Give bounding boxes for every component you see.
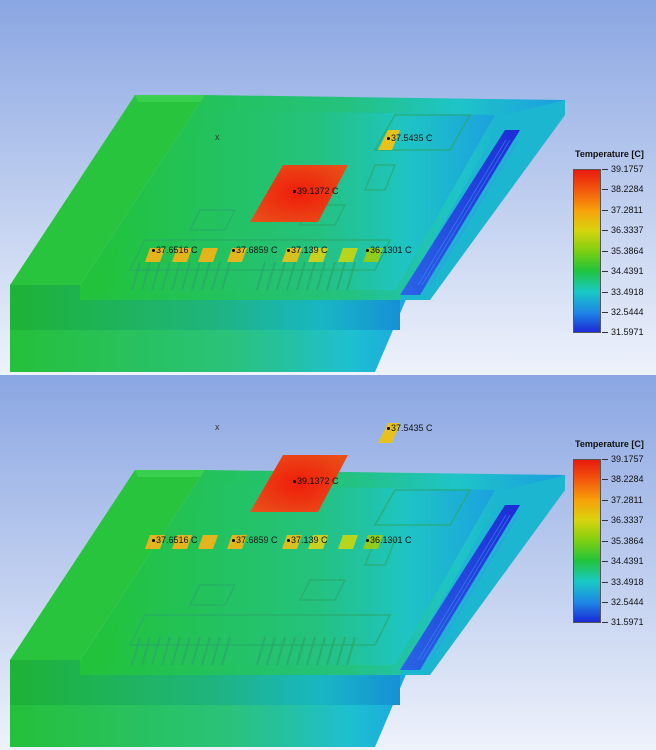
probe-label-row-4[interactable]: 36.1301 C	[366, 245, 412, 255]
coordinate-origin-mark: x	[215, 132, 220, 142]
legend-tick-label: 38.2284	[611, 474, 644, 484]
probe-dot-icon	[366, 249, 369, 253]
legend-tick	[602, 479, 608, 480]
legend-color-bar	[573, 169, 601, 333]
legend-tick	[602, 210, 608, 211]
legend-tick	[602, 271, 608, 272]
probe-dot-icon	[152, 539, 155, 543]
probe-dot-icon	[232, 539, 235, 543]
probe-label-row-1[interactable]: 37.6516 C	[152, 535, 198, 545]
temperature-view-bottom: x 37.5435 C 39.1372 C 37.6516 C 37.6859 …	[0, 375, 656, 750]
legend-tick	[602, 292, 608, 293]
legend-tick	[602, 332, 608, 333]
legend-tick-label: 37.2811	[611, 205, 643, 215]
legend-tick-label: 38.2284	[611, 184, 644, 194]
legend-tick	[602, 312, 608, 313]
legend-tick-label: 34.4391	[611, 266, 644, 276]
legend-tick	[602, 189, 608, 190]
thermal-model-viewport[interactable]	[0, 0, 656, 375]
probe-label-top-right-component[interactable]: 37.5435 C	[387, 133, 433, 143]
probe-value: 37.6516 C	[156, 535, 198, 545]
probe-dot-icon	[287, 249, 290, 253]
legend-tick-label: 36.3337	[611, 225, 644, 235]
probe-value: 36.1301 C	[370, 245, 412, 255]
legend-tick	[602, 169, 608, 170]
legend-tick-label: 39.1757	[611, 454, 644, 464]
legend-tick-label: 31.5971	[611, 327, 644, 337]
probe-value: 37.6859 C	[236, 245, 278, 255]
legend-tick-label: 32.5444	[611, 597, 644, 607]
probe-dot-icon	[232, 249, 235, 253]
legend-tick	[602, 561, 608, 562]
coordinate-origin-mark: x	[215, 422, 220, 432]
probe-label-row-4[interactable]: 36.1301 C	[366, 535, 412, 545]
probe-dot-icon	[293, 190, 296, 194]
probe-label-row-1[interactable]: 37.6516 C	[152, 245, 198, 255]
legend-title: Temperature [C]	[575, 149, 644, 159]
probe-label-row-3[interactable]: 37.139 C	[287, 245, 328, 255]
probe-label-center-chip[interactable]: 39.1372 C	[293, 476, 339, 486]
legend-color-bar	[573, 459, 601, 623]
probe-value: 37.5435 C	[391, 133, 433, 143]
probe-value: 39.1372 C	[297, 476, 339, 486]
legend-title: Temperature [C]	[575, 439, 644, 449]
probe-dot-icon	[152, 249, 155, 253]
probe-dot-icon	[387, 427, 390, 431]
probe-value: 37.139 C	[291, 535, 328, 545]
legend-tick-label: 37.2811	[611, 495, 643, 505]
legend-tick-label: 36.3337	[611, 515, 644, 525]
legend-tick-label: 35.3864	[611, 536, 644, 546]
probe-value: 36.1301 C	[370, 535, 412, 545]
probe-value: 37.6859 C	[236, 535, 278, 545]
legend-tick	[602, 230, 608, 231]
probe-dot-icon	[366, 539, 369, 543]
probe-label-row-2[interactable]: 37.6859 C	[232, 535, 278, 545]
probe-value: 39.1372 C	[297, 186, 339, 196]
legend-tick	[602, 520, 608, 521]
probe-label-center-chip[interactable]: 39.1372 C	[293, 186, 339, 196]
temperature-legend: Temperature [C] 39.1757 38.2284 37.2811 …	[573, 439, 656, 629]
probe-value: 37.139 C	[291, 245, 328, 255]
thermal-model-viewport[interactable]	[0, 375, 656, 750]
legend-tick	[602, 459, 608, 460]
probe-label-top-right-component[interactable]: 37.5435 C	[387, 423, 433, 433]
probe-value: 37.5435 C	[391, 423, 433, 433]
probe-label-row-3[interactable]: 37.139 C	[287, 535, 328, 545]
legend-tick	[602, 251, 608, 252]
probe-label-row-2[interactable]: 37.6859 C	[232, 245, 278, 255]
legend-tick	[602, 500, 608, 501]
legend-tick	[602, 582, 608, 583]
temperature-view-top: x 37.5435 C 39.1372 C 37.6516 C 37.6859 …	[0, 0, 656, 375]
probe-dot-icon	[287, 539, 290, 543]
legend-tick-label: 34.4391	[611, 556, 644, 566]
legend-tick-label: 32.5444	[611, 307, 644, 317]
legend-tick-label: 33.4918	[611, 287, 644, 297]
probe-dot-icon	[293, 480, 296, 484]
legend-tick-label: 33.4918	[611, 577, 644, 587]
legend-tick	[602, 622, 608, 623]
probe-value: 37.6516 C	[156, 245, 198, 255]
legend-tick	[602, 541, 608, 542]
probe-dot-icon	[387, 137, 390, 141]
temperature-legend: Temperature [C] 39.1757 38.2284 37.2811 …	[573, 149, 656, 339]
legend-tick-label: 35.3864	[611, 246, 644, 256]
legend-tick-label: 39.1757	[611, 164, 644, 174]
legend-tick	[602, 602, 608, 603]
legend-tick-label: 31.5971	[611, 617, 644, 627]
